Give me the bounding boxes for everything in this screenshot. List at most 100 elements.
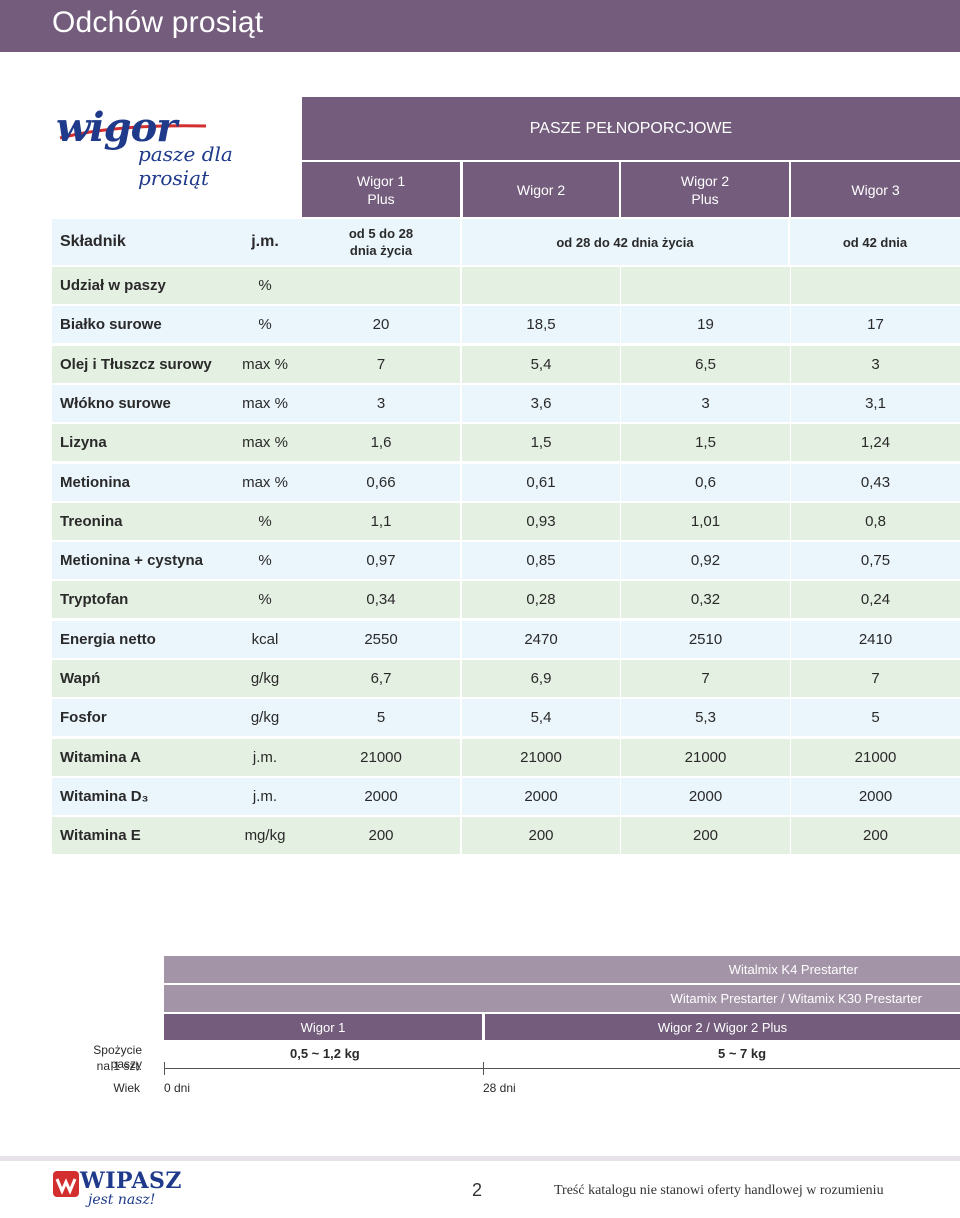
row-value: 1,5 (621, 424, 790, 462)
period-1: od 5 do 28 dnia życia (302, 219, 460, 265)
row-value: 5,4 (462, 346, 620, 384)
row-value: 0,8 (791, 503, 960, 541)
row-value: 21000 (621, 739, 790, 777)
row-value: 0,85 (462, 542, 620, 580)
page-header: Odchów prosiąt (0, 0, 960, 52)
period-1-text: dnia życia (349, 243, 413, 258)
row-value: 21000 (462, 739, 620, 777)
row-unit: % (228, 267, 302, 305)
row-value: 1,5 (462, 424, 620, 462)
row-unit: j.m. (228, 739, 302, 777)
row-value: 0,92 (621, 542, 790, 580)
logo-brand-text: wigor (56, 104, 177, 151)
row-value: 6,7 (302, 660, 460, 698)
row-value: 1,01 (621, 503, 790, 541)
row-unit: % (228, 542, 302, 580)
product-header: Wigor 1 Plus (302, 162, 460, 217)
row-value (621, 267, 790, 305)
row-value: 2000 (302, 778, 460, 816)
row-label: Fosfor (52, 699, 228, 737)
row-value: 1,6 (302, 424, 460, 462)
row-label: Wapń (52, 660, 228, 698)
row-value: 3,1 (791, 385, 960, 423)
row-value: 0,32 (621, 581, 790, 619)
row-value: 2550 (302, 621, 460, 659)
row-value: 19 (621, 306, 790, 344)
row-value: 6,5 (621, 346, 790, 384)
consumption-right-value: 5 ~ 7 kg (718, 1046, 767, 1061)
disclaimer-text: Treść katalogu nie stanowi oferty handlo… (554, 1183, 884, 1198)
timeline-bar-witamix: Witamix Prestarter / Witamix K30 Prestar… (164, 985, 960, 1012)
row-unit: % (228, 581, 302, 619)
row-value: 3,6 (462, 385, 620, 423)
row-label: Lizyna (52, 424, 228, 462)
row-value: 2000 (621, 778, 790, 816)
row-unit: g/kg (228, 660, 302, 698)
row-value: 200 (462, 817, 620, 855)
row-value: 200 (621, 817, 790, 855)
timeline-bar-witalmix: Witalmix K4 Prestarter (164, 956, 960, 983)
row-value: 0,97 (302, 542, 460, 580)
row-value: 3 (791, 346, 960, 384)
row-value: 18,5 (462, 306, 620, 344)
wipasz-slogan: jest nasz! (88, 1192, 156, 1208)
row-value: 21000 (302, 739, 460, 777)
row-value: 0,43 (791, 464, 960, 502)
row-value: 2470 (462, 621, 620, 659)
product-variant: Plus (691, 190, 719, 207)
row-value: 6,9 (462, 660, 620, 698)
timeline-bar-wigor1: Wigor 1 (164, 1014, 482, 1040)
row-label: Włókno surowe (52, 385, 228, 423)
product-name: Wigor 1 (356, 172, 406, 189)
age-mid: 28 dni (483, 1081, 516, 1095)
wipasz-brand: WIPASZ (80, 1168, 182, 1194)
row-label: Udział w paszy (52, 267, 228, 305)
row-label: Białko surowe (52, 306, 228, 344)
consumption-label-line2: na 1 szt. (96, 1059, 142, 1073)
row-unit: max % (228, 464, 302, 502)
period-1-text: od 5 do 28 (348, 226, 414, 241)
product-variant: Plus (367, 190, 395, 207)
row-label: Metionina + cystyna (52, 542, 228, 580)
row-value: 5 (302, 699, 460, 737)
page-title: Odchów prosiąt (52, 6, 264, 39)
row-value (462, 267, 620, 305)
row-unit: max % (228, 424, 302, 462)
row-label: Witamina D₃ (52, 778, 228, 816)
logo-tagline: pasze dla prosiąt (138, 142, 233, 190)
row-value: 1,24 (791, 424, 960, 462)
row-value: 0,75 (791, 542, 960, 580)
timeline-bar-wigor2: Wigor 2 / Wigor 2 Plus (485, 1014, 960, 1040)
product-name: Wigor 2 (516, 181, 566, 198)
footer-divider (0, 1156, 960, 1161)
wigor-logo: wigor pasze dla prosiąt (56, 104, 296, 190)
page-number: 2 (472, 1180, 483, 1200)
row-value: 0,66 (302, 464, 460, 502)
product-header: Wigor 2 Plus (621, 162, 789, 217)
row-label: Tryptofan (52, 581, 228, 619)
row-value: 21000 (791, 739, 960, 777)
row-value: 2000 (462, 778, 620, 816)
unit-header: j.m. (228, 219, 302, 265)
row-value (302, 267, 460, 305)
row-unit: j.m. (228, 778, 302, 816)
row-value: 0,24 (791, 581, 960, 619)
row-value: 2510 (621, 621, 790, 659)
row-unit: max % (228, 385, 302, 423)
product-name: Wigor 2 (680, 172, 730, 189)
row-unit: kcal (228, 621, 302, 659)
row-value: 20 (302, 306, 460, 344)
row-value: 5,4 (462, 699, 620, 737)
product-header: Wigor 3 (791, 162, 960, 217)
row-label: Metionina (52, 464, 228, 502)
row-label: Energia netto (52, 621, 228, 659)
row-value: 1,1 (302, 503, 460, 541)
group-header: PASZE PEŁNOPORCJOWE (302, 97, 960, 160)
row-unit: % (228, 503, 302, 541)
row-value: 5,3 (621, 699, 790, 737)
row-label: Witamina A (52, 739, 228, 777)
ingredient-header: Składnik (52, 219, 228, 265)
product-name: Wigor 3 (851, 181, 900, 198)
timeline-axis (164, 1068, 960, 1069)
age-start: 0 dni (164, 1081, 191, 1095)
